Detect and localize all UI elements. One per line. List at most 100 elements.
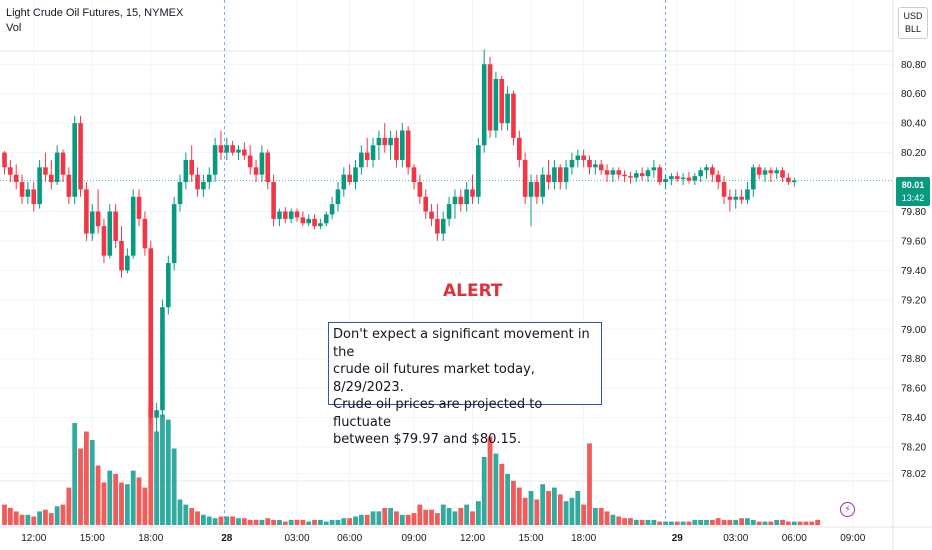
volume-bar — [370, 511, 376, 525]
volume-bar — [797, 521, 803, 525]
candle-body — [54, 152, 60, 183]
candle-body — [505, 93, 510, 124]
lightning-icon[interactable]: ⚡ — [840, 502, 855, 517]
candle-body — [487, 64, 493, 131]
candle-body — [300, 217, 306, 224]
symbol-title[interactable]: Light Crude Oil Futures, 15, NYMEX — [6, 7, 184, 19]
volume-bar — [265, 518, 271, 525]
volume-bar — [534, 499, 540, 525]
alert-line-2: crude oil futures market today, 8/29/202… — [333, 362, 535, 395]
volume-bar — [13, 511, 19, 525]
candle-body — [645, 170, 651, 177]
volume-bar — [423, 509, 429, 525]
candle-body — [470, 189, 475, 197]
volume-bar — [417, 504, 423, 525]
volume-bar — [130, 470, 136, 525]
candle-body — [49, 174, 54, 183]
volume-bar — [142, 487, 148, 525]
volume-bar — [610, 514, 616, 525]
x-tick-label: 15:00 — [518, 533, 543, 544]
candle-body — [206, 174, 212, 183]
candle-body — [622, 174, 627, 177]
volume-bar — [698, 519, 704, 525]
candle-body — [84, 189, 89, 234]
candle-body — [142, 218, 148, 249]
volume-bar — [124, 484, 130, 525]
volume-bar — [405, 514, 411, 525]
candle-body — [119, 240, 124, 271]
candle-body — [242, 149, 247, 156]
candle-body — [312, 218, 317, 227]
volume-bar — [271, 519, 276, 525]
candle-body — [89, 211, 95, 234]
volume-bar — [475, 501, 481, 525]
candle-body — [663, 179, 668, 183]
candle-body — [762, 170, 768, 175]
volume-bar — [241, 518, 247, 525]
candle-body — [669, 176, 674, 180]
volume-bar — [288, 519, 294, 525]
volume-bar — [19, 514, 25, 525]
volume-bar — [815, 519, 821, 525]
volume-bar — [7, 508, 13, 525]
candle-body — [166, 263, 171, 308]
currency-unit-button[interactable]: USD BLL — [898, 7, 928, 39]
volume-bar — [160, 414, 165, 525]
candle-body — [435, 218, 440, 234]
volume-bar — [686, 521, 692, 525]
candle-body — [364, 152, 370, 160]
volume-bar — [177, 499, 183, 525]
volume-bar — [733, 519, 739, 525]
candle-body — [101, 226, 107, 256]
candle-body — [78, 123, 83, 190]
candle-body — [72, 123, 77, 197]
candle-body — [610, 170, 616, 175]
alert-annotation-box[interactable]: Don't expect a significant movement in t… — [328, 322, 602, 447]
candle-body — [13, 174, 19, 183]
candle-body — [786, 177, 791, 183]
candle-body — [183, 159, 189, 183]
volume-bar — [31, 516, 37, 525]
volume-bar — [592, 508, 598, 525]
volume-bar — [575, 491, 581, 525]
volume-bar — [458, 508, 464, 525]
volume-bar — [323, 521, 329, 525]
candle-body — [253, 167, 259, 175]
candle-body — [511, 93, 516, 138]
volume-bar — [774, 519, 780, 525]
candle-body — [25, 189, 31, 197]
candle-body — [148, 248, 154, 418]
candle-body — [400, 130, 405, 160]
y-tick-label: 78.80 — [901, 354, 926, 365]
volume-bar — [66, 487, 72, 525]
volume-bar — [25, 514, 31, 525]
candle-body — [171, 204, 177, 264]
y-tick-label: 78.20 — [901, 443, 926, 454]
candle-body — [651, 167, 657, 171]
volume-bar — [154, 431, 159, 525]
x-tick-label: 18:00 — [138, 533, 163, 544]
candle-body — [236, 149, 241, 153]
candle-body — [259, 152, 265, 175]
candle-body — [751, 167, 756, 190]
candle-body — [534, 182, 540, 197]
candle-body — [271, 182, 276, 219]
volume-bar — [2, 504, 7, 525]
candle-body — [189, 159, 194, 175]
volume-bar — [148, 406, 154, 525]
volume-bar — [721, 519, 727, 525]
volume-bar — [587, 443, 592, 525]
candle-body — [563, 167, 569, 183]
candle-body — [727, 196, 733, 200]
candle-body — [376, 137, 382, 146]
candle-body — [136, 196, 142, 219]
volume-bar — [119, 482, 124, 525]
volume-bar — [780, 519, 785, 525]
candle-body — [218, 145, 224, 153]
volume-bar — [376, 511, 382, 525]
candle-body — [212, 145, 218, 175]
y-tick-label: 78.02 — [901, 469, 926, 480]
volume-indicator-label[interactable]: Vol — [6, 22, 22, 34]
x-tick-label: 03:00 — [723, 533, 748, 544]
